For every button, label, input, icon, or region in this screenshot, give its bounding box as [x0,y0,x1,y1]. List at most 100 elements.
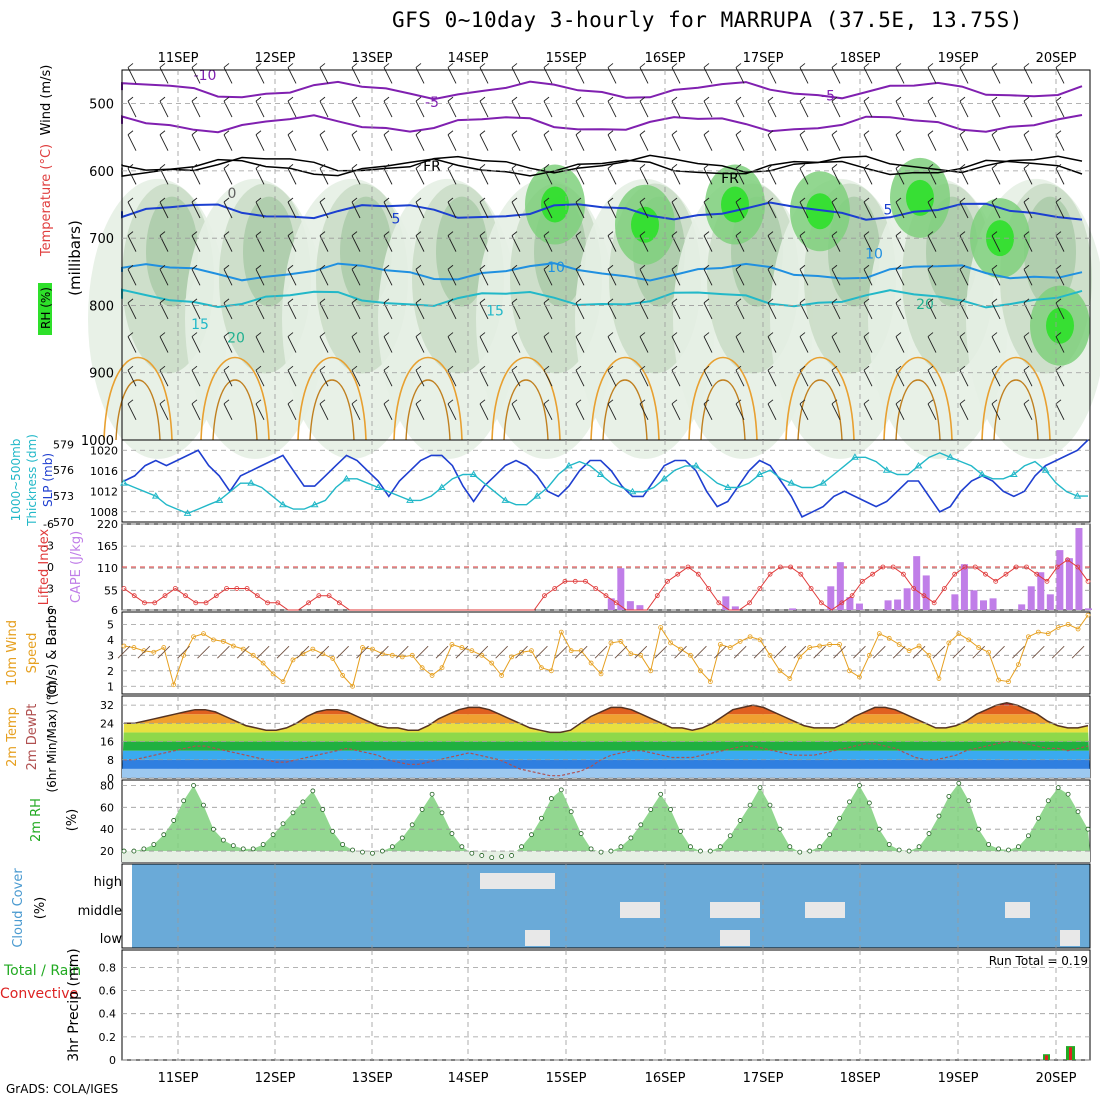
barb-flag [863,298,870,304]
surface-wind-barb [137,645,151,659]
upper-wind-barb [383,197,393,219]
ylabel-temp-units: (6hr Min/Max) (°C) [45,681,59,792]
2m-rh-point [648,807,654,812]
2m-rh-point [737,818,743,823]
cloud-cover-block [620,902,660,918]
isotherm-label: 5 [392,211,401,227]
isotherm-label: 15 [486,304,504,320]
barb-staff [799,134,809,151]
date-label-top: 20SEP [1036,51,1077,66]
ylabel-rh: RH (%) [39,287,53,329]
barb-flag [927,298,934,304]
barb-flag [223,197,230,203]
barb-flag [799,164,806,169]
barb-flag [895,164,902,169]
upper-wind-barb [287,399,297,421]
wind-speed-point [121,643,127,649]
upper-wind-barb [319,264,329,286]
barb-staff [831,269,841,286]
barb-flag [575,264,582,270]
barb-flag [639,399,646,405]
cloud-cover-block [710,902,760,918]
cape-bar [636,605,644,610]
barb-flag [703,332,710,337]
barb-flag [223,332,230,337]
barb-flag [479,332,486,337]
2m-rh-point [240,846,246,852]
barb-staff [703,100,713,118]
barb-staff [351,100,361,118]
barb-staff [767,302,777,320]
barb-flag [191,399,198,405]
barb-staff [287,235,297,252]
barb-staff [159,403,169,421]
upper-wind-barb [479,164,489,185]
cloud-cover-block [805,902,845,918]
upper-wind-barb [479,399,489,421]
barb-staff [287,269,297,286]
2m-rh-point [628,835,634,841]
upper-wind-barb [287,197,297,219]
barb-staff [703,336,713,353]
wind-speed-point [767,652,773,658]
upper-wind-barb [287,365,297,387]
upper-wind-barb [1055,130,1065,151]
barb-flag [799,264,806,270]
barb-flag [895,332,902,337]
barb-staff [1055,100,1065,118]
wind-speed-point [1055,625,1061,630]
2m-rh-point [479,853,485,858]
barb-flag [831,264,838,270]
lifted-index-point [121,586,127,591]
wind-speed-point [876,631,882,637]
barb-staff [255,336,265,353]
barb-flag [255,399,262,405]
wind-speed-tick: 2 [107,665,114,678]
barb-flag [479,399,486,405]
barb-flag [671,63,678,68]
lifted-index-point [583,578,588,584]
barb-flag [447,365,454,371]
wind-speed-point [469,648,475,654]
cape-bar [617,568,625,610]
2m-rh-point [558,787,564,793]
slp-series-line [123,439,1089,518]
isotherm-label: -5 [425,95,439,111]
wind-speed-point [787,676,793,681]
2m-rh-point [211,826,216,832]
barb-flag [575,298,582,304]
lifted-index-point [316,593,322,599]
upper-wind-barb [255,264,265,286]
lifted-index-point [747,600,752,606]
upper-wind-barb [479,365,489,387]
upper-wind-barb [767,197,777,219]
cape-tick: 55 [104,584,118,597]
barb-flag [319,332,326,337]
upper-wind-barb [639,96,649,118]
barb-staff [735,336,745,353]
barb-flag [863,399,870,405]
barb-staff [319,201,329,219]
barb-flag [319,365,326,371]
thickness-point [374,483,383,490]
barb-staff [415,336,425,353]
upper-wind-barb [863,164,873,185]
upper-wind-barb [127,164,137,185]
lifted-index-point [716,600,722,606]
barb-staff [703,269,713,286]
barb-flag [799,96,806,102]
barb-flag [511,231,518,236]
cape-bar [913,556,921,610]
cape-tick: 110 [97,562,118,575]
upper-wind-barb [895,399,905,421]
wind-speed-point [1075,626,1081,632]
upper-wind-barb [127,264,137,286]
barb-flag [575,197,582,203]
cape-bar [1046,594,1054,610]
upper-wind-barb [415,264,425,286]
2m-rh-point [866,800,872,806]
wind-speed-point [827,642,833,647]
barb-staff [575,134,585,151]
cape-bar [1027,586,1035,610]
upper-wind-barb [927,264,937,286]
